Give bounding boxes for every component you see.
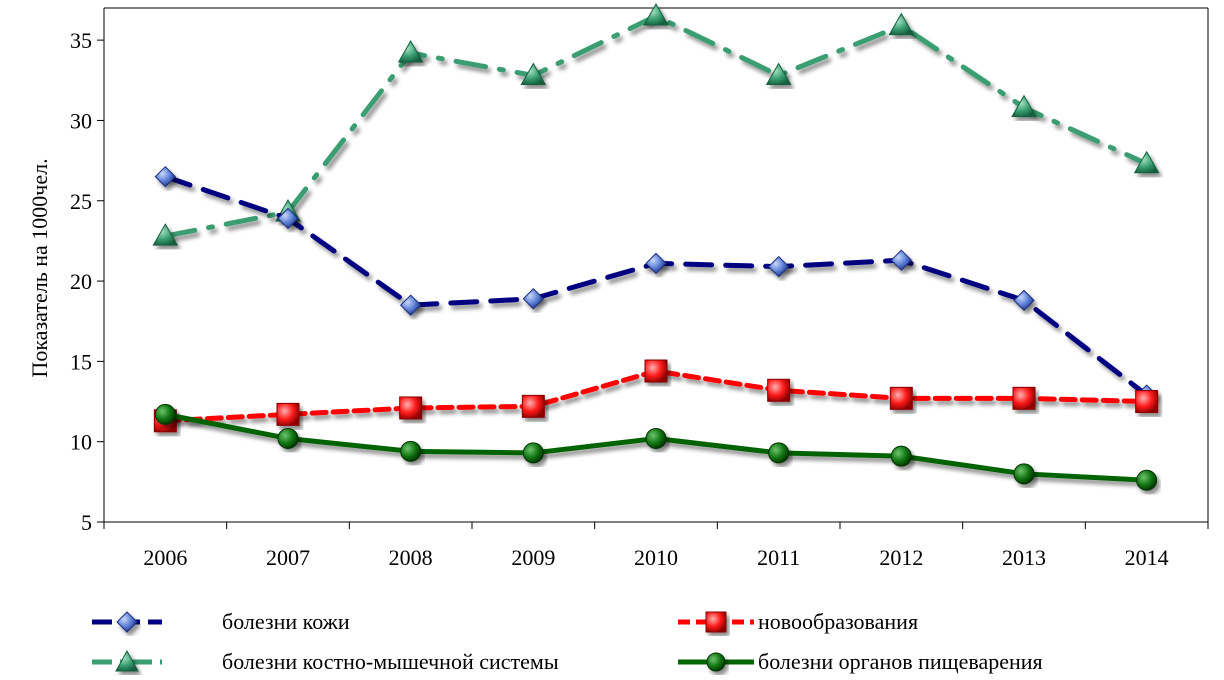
legend-label-digestive: болезни органов пищеварения	[758, 649, 1043, 674]
y-tick-label: 20	[70, 269, 92, 294]
point-skin-2007	[277, 207, 299, 230]
point-digestive-2014	[1136, 469, 1158, 491]
y-tick-label: 10	[70, 430, 92, 455]
point-digestive-2010	[645, 427, 667, 449]
legend-swatch-skin	[92, 611, 162, 633]
x-tick-label: 2012	[879, 545, 923, 570]
point-neoplasms-2010	[644, 359, 668, 383]
point-skin-2006	[154, 165, 177, 188]
legend-swatch-digestive	[678, 652, 754, 672]
legend-item-digestive: болезни органов пищеварения	[674, 644, 1043, 680]
point-musculoskeletal-2009	[520, 62, 547, 85]
x-tick-label: 2010	[634, 545, 678, 570]
point-neoplasms-2011	[767, 378, 791, 402]
point-skin-2010	[645, 252, 667, 275]
series-digestive	[154, 403, 1158, 491]
y-tick-label: 5	[81, 510, 92, 535]
y-axis-title: Показатель на 1000чел.	[27, 158, 52, 377]
point-digestive-2006	[154, 403, 176, 425]
legend-swatch-musculoskeletal	[92, 649, 162, 672]
x-ticks: 2006 2007 2008 2009 2010 2011 2012 2013 2014	[103, 522, 1209, 570]
legend-item-musculoskeletal: болезни костно-мышечной системы	[88, 644, 559, 680]
series-line-musculoskeletal	[162, 13, 1150, 239]
y-tick-label: 30	[70, 108, 92, 133]
point-skin-2012	[890, 249, 913, 271]
y-tick-label: 15	[70, 349, 92, 374]
x-tick-label: 2007	[266, 545, 310, 570]
point-neoplasms-2009	[521, 394, 545, 418]
point-digestive-2011	[768, 442, 790, 464]
x-tick-label: 2008	[389, 545, 433, 570]
point-musculoskeletal-2006	[152, 223, 179, 246]
point-neoplasms-2008	[399, 396, 423, 420]
point-musculoskeletal-2010	[643, 3, 669, 26]
series-layer	[152, 3, 1160, 491]
legend-item-neoplasms: новообразования	[674, 604, 918, 640]
point-digestive-2007	[277, 427, 299, 449]
legend-label-musculoskeletal: болезни костно-мышечной системы	[222, 649, 559, 674]
series-neoplasms	[153, 359, 1159, 433]
point-digestive-2012	[890, 445, 912, 467]
point-musculoskeletal-2008	[397, 39, 424, 63]
legend-swatch-neoplasms	[678, 611, 754, 633]
point-skin-2008	[399, 294, 422, 316]
point-skin-2011	[767, 255, 790, 278]
point-skin-2009	[522, 288, 545, 310]
legend-label-skin: болезни кожи	[222, 609, 350, 634]
point-musculoskeletal-2011	[765, 62, 792, 85]
point-neoplasms-2013	[1012, 386, 1036, 410]
x-tick-label: 2006	[143, 545, 187, 570]
x-tick-label: 2013	[1002, 545, 1046, 570]
point-neoplasms-2007	[276, 402, 300, 426]
legend-item-skin: болезни кожи	[88, 604, 350, 640]
legend-label-neoplasms: новообразования	[758, 609, 919, 634]
series-skin	[154, 165, 1158, 406]
legend: болезни кожи новообразования болезни кос…	[0, 596, 1224, 678]
x-tick-label: 2014	[1125, 545, 1169, 570]
point-skin-2013	[1013, 289, 1035, 312]
point-musculoskeletal-2014	[1133, 150, 1160, 174]
x-tick-label: 2009	[511, 545, 555, 570]
y-tick-label: 35	[70, 28, 92, 53]
point-neoplasms-2014	[1135, 390, 1159, 414]
y-ticks: 5 10 15 20 25 30 35	[70, 28, 104, 535]
series-musculoskeletal	[152, 3, 1160, 246]
point-digestive-2008	[400, 440, 422, 462]
point-musculoskeletal-2013	[1011, 94, 1037, 118]
point-musculoskeletal-2012	[888, 12, 915, 36]
x-tick-label: 2011	[757, 545, 800, 570]
point-neoplasms-2012	[889, 386, 913, 410]
point-digestive-2009	[522, 442, 544, 464]
y-tick-label: 25	[70, 189, 92, 214]
point-digestive-2013	[1013, 463, 1035, 485]
